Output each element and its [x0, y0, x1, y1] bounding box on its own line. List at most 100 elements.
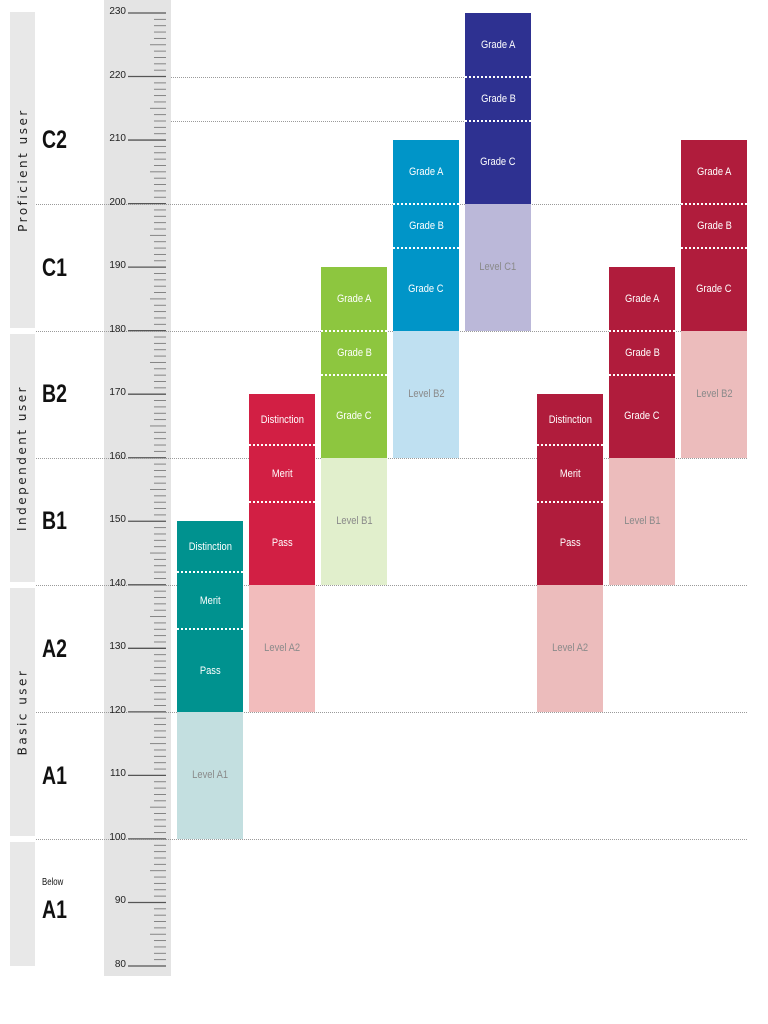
cell-separator: [609, 374, 675, 377]
tick-label: 230: [109, 6, 126, 17]
tick-label: 170: [109, 387, 126, 399]
band-basic: [10, 588, 35, 836]
level-cell: Level B2: [681, 330, 747, 458]
cell-label: Merit: [199, 594, 221, 607]
grade-cell: Grade A: [681, 140, 747, 204]
cefr-level-c1: C1: [42, 254, 67, 282]
grade-cell: Merit: [537, 445, 603, 503]
cell-label: Level A1: [192, 769, 228, 782]
level-cell: Level A2: [249, 584, 315, 712]
cell-separator: [177, 628, 243, 631]
cell-label: Level B1: [335, 515, 373, 528]
grade-cell: Pass: [537, 502, 603, 585]
cell-separator: [321, 374, 387, 377]
cell-label: Grade B: [336, 346, 372, 359]
level-cell: Level A1: [177, 711, 243, 839]
gridline: [36, 330, 747, 332]
level-cell: Level B2: [393, 330, 459, 458]
cell-label: Grade A: [480, 38, 516, 51]
cefr-level-a1: A1: [42, 762, 67, 790]
cell-label: Grade C: [696, 283, 732, 296]
cefr-level-c2: C2: [42, 126, 67, 154]
cell-label: Level C1: [479, 261, 517, 274]
cefr-level-below-a1: A1: [42, 896, 67, 924]
tick-label: 80: [114, 959, 126, 970]
level-cell: Level B1: [321, 457, 387, 585]
level-cell: Level C1: [465, 203, 531, 331]
cell-label: Level A2: [264, 642, 300, 655]
grade-cell: Grade B: [609, 330, 675, 376]
cell-separator: [321, 329, 387, 332]
cell-label: Grade A: [336, 292, 372, 305]
cefr-level-a2: A2: [42, 635, 67, 663]
tick-label: 120: [109, 704, 126, 716]
tick-label: 210: [109, 133, 126, 145]
cell-label: Grade B: [480, 92, 516, 105]
cell-label: Level B2: [695, 388, 733, 401]
cefr-level-b1: B1: [42, 507, 67, 535]
grade-cell: Grade C: [465, 121, 531, 204]
cell-separator: [393, 202, 459, 205]
level-cell: Level A2: [537, 584, 603, 712]
cell-separator: [681, 247, 747, 250]
tick-label: 90: [114, 895, 126, 907]
tick-label: 190: [109, 260, 126, 272]
cell-separator: [609, 329, 675, 332]
cefr-level-b2: B2: [42, 380, 67, 408]
level-cell: Level B1: [609, 457, 675, 585]
band-below: [10, 842, 35, 966]
cell-label: Level A2: [552, 642, 588, 655]
cell-label: Grade A: [696, 165, 732, 178]
tick-label: 110: [110, 768, 126, 780]
gridline: [171, 76, 466, 78]
tick-label: 100: [109, 831, 126, 843]
band-proficient: [10, 12, 35, 328]
grade-cell: Merit: [249, 445, 315, 503]
gridline: [36, 838, 747, 840]
grade-cell: Grade C: [321, 375, 387, 458]
cefr-level-below-prefix: Below: [42, 877, 64, 888]
grade-cell: Distinction: [177, 521, 243, 573]
cell-label: Distinction: [548, 413, 592, 426]
cell-label: Pass: [199, 664, 221, 677]
cell-separator: [393, 247, 459, 250]
grade-cell: Pass: [177, 629, 243, 712]
cell-separator: [177, 571, 243, 574]
tick-label: 140: [109, 577, 126, 589]
cell-label: Level B2: [407, 388, 445, 401]
cell-label: Grade B: [408, 219, 444, 232]
tick-label: 160: [109, 450, 126, 462]
gridline: [171, 121, 466, 122]
tick-label: 130: [109, 641, 126, 653]
cell-label: Grade C: [408, 283, 444, 296]
grade-cell: Grade A: [609, 267, 675, 331]
cell-label: Pass: [559, 537, 581, 550]
cell-separator: [681, 202, 747, 205]
grade-cell: Grade B: [321, 330, 387, 376]
gridline: [36, 711, 747, 713]
grade-cell: Grade B: [681, 203, 747, 249]
tick-label: 220: [109, 69, 126, 81]
grade-cell: Grade A: [321, 267, 387, 331]
cell-label: Grade A: [624, 292, 660, 305]
grade-cell: Grade A: [393, 140, 459, 204]
cell-separator: [249, 501, 315, 504]
cell-label: Distinction: [260, 413, 304, 426]
cell-label: Pass: [271, 537, 293, 550]
cell-separator: [465, 120, 531, 122]
cell-separator: [249, 444, 315, 447]
cell-label: Grade B: [624, 346, 660, 359]
grade-cell: Grade A: [465, 13, 531, 77]
grade-cell: Distinction: [249, 394, 315, 445]
cell-separator: [537, 501, 603, 504]
cell-separator: [465, 75, 531, 78]
cell-label: Merit: [559, 467, 581, 480]
cell-label: Grade C: [336, 410, 372, 423]
tick-label: 180: [109, 323, 126, 335]
cell-label: Grade C: [480, 156, 516, 169]
grade-cell: Distinction: [537, 394, 603, 445]
cell-label: Grade A: [408, 165, 444, 178]
grade-cell: Grade C: [681, 248, 747, 331]
grade-cell: Grade C: [609, 375, 675, 458]
